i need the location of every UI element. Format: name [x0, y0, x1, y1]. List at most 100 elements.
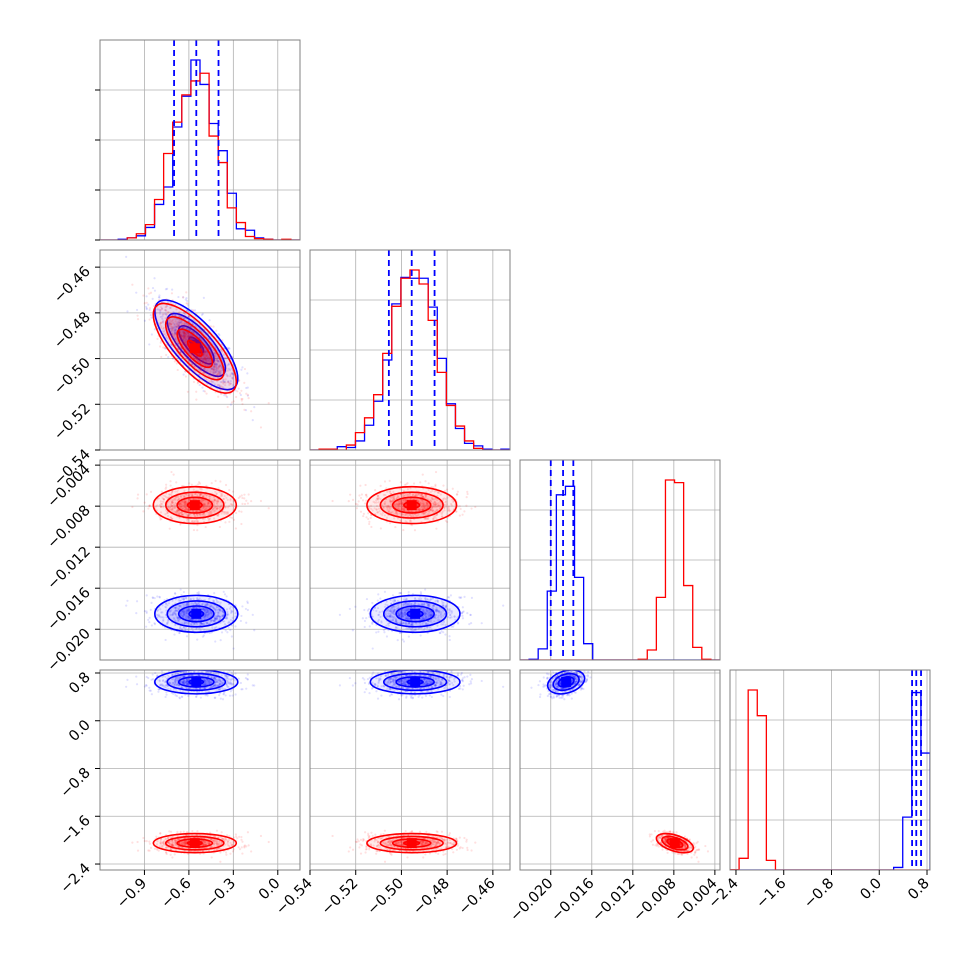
- scatter-point: [203, 615, 206, 618]
- scatter-point: [421, 508, 425, 511]
- scatter-point: [347, 500, 350, 503]
- scatter-point: [392, 617, 395, 620]
- scatter-point: [214, 678, 217, 681]
- scatter-point: [223, 623, 227, 626]
- scatter-point: [404, 609, 408, 612]
- scatter-point: [206, 369, 209, 372]
- scatter-point: [167, 493, 171, 496]
- scatter-point: [191, 520, 194, 523]
- scatter-point: [387, 509, 390, 512]
- scatter-point: [427, 517, 430, 520]
- scatter-point: [392, 609, 395, 613]
- scatter-point: [212, 365, 216, 368]
- scatter-point: [193, 365, 196, 368]
- scatter-point: [204, 332, 207, 335]
- scatter-point: [187, 615, 190, 619]
- scatter-point: [193, 339, 196, 342]
- scatter-point: [379, 597, 382, 600]
- scatter-point: [445, 488, 449, 491]
- scatter-point: [207, 513, 210, 516]
- scatter-point: [389, 616, 393, 619]
- scatter-point: [180, 503, 184, 506]
- scatter-point: [197, 627, 201, 630]
- scatter-point: [217, 600, 220, 604]
- scatter-point: [267, 507, 270, 510]
- scatter-point: [194, 355, 197, 358]
- scatter-point: [183, 341, 186, 344]
- scatter-point: [205, 362, 208, 365]
- scatter-point: [469, 613, 472, 616]
- scatter-point: [429, 614, 432, 617]
- scatter-point: [422, 617, 425, 621]
- scatter-point: [354, 502, 358, 505]
- scatter-point: [376, 511, 379, 514]
- scatter-point: [234, 604, 237, 607]
- scatter-point: [442, 601, 445, 604]
- scatter-point: [161, 604, 164, 607]
- scatter-point: [179, 604, 182, 607]
- scatter-point: [209, 511, 212, 514]
- scatter-point: [209, 671, 213, 674]
- scatter-point: [183, 323, 186, 326]
- scatter-point: [186, 390, 189, 393]
- scatter-point: [171, 507, 174, 511]
- scatter-point: [436, 494, 439, 497]
- scatter-point: [213, 683, 216, 686]
- scatter-point: [162, 684, 165, 688]
- scatter-point: [174, 609, 177, 612]
- scatter-point: [436, 618, 439, 622]
- scatter-point: [203, 679, 207, 682]
- scatter-point: [435, 513, 439, 517]
- scatter-point: [180, 671, 183, 674]
- scatter-point: [210, 351, 213, 354]
- scatter-point: [174, 490, 177, 493]
- scatter-point: [157, 690, 160, 693]
- scatter-point: [424, 480, 427, 483]
- scatter-point: [159, 309, 162, 312]
- scatter-point: [174, 512, 177, 515]
- scatter-point: [178, 631, 181, 635]
- scatter-point: [400, 613, 403, 617]
- scatter-point: [136, 497, 139, 500]
- scatter-point: [216, 614, 219, 617]
- scatter-point: [434, 483, 437, 486]
- scatter-point: [160, 325, 163, 328]
- scatter-point: [392, 600, 395, 603]
- scatter-point: [432, 504, 435, 507]
- scatter-point: [189, 618, 192, 621]
- scatter-point: [207, 675, 211, 678]
- scatter-point: [448, 509, 451, 512]
- scatter-point: [180, 628, 183, 631]
- scatter-point: [165, 602, 168, 605]
- scatter-point: [165, 691, 168, 694]
- scatter-point: [389, 598, 392, 602]
- scatter-point: [195, 622, 199, 625]
- scatter-point: [239, 681, 242, 685]
- scatter-point: [205, 603, 208, 606]
- scatter-point: [361, 499, 365, 502]
- scatter-point: [422, 603, 425, 607]
- scatter-point: [195, 357, 198, 361]
- scatter-point: [438, 631, 441, 635]
- scatter-point: [222, 693, 225, 696]
- scatter-point: [210, 510, 213, 514]
- scatter-point: [435, 608, 439, 611]
- scatter-point: [220, 386, 224, 389]
- scatter-point: [175, 606, 178, 610]
- scatter-point: [171, 599, 174, 602]
- scatter-point: [214, 356, 217, 360]
- scatter-point: [376, 497, 380, 500]
- scatter-point: [150, 333, 153, 336]
- scatter-point: [396, 502, 399, 506]
- scatter-point: [183, 334, 186, 337]
- scatter-point: [228, 381, 231, 385]
- scatter-point: [217, 678, 220, 682]
- scatter-point: [186, 309, 189, 313]
- scatter-point: [218, 364, 222, 367]
- scatter-point: [192, 362, 195, 365]
- scatter-point: [217, 513, 220, 517]
- scatter-point: [237, 387, 240, 390]
- scatter-point: [214, 608, 217, 611]
- scatter-point: [196, 520, 199, 524]
- scatter-point: [207, 680, 211, 683]
